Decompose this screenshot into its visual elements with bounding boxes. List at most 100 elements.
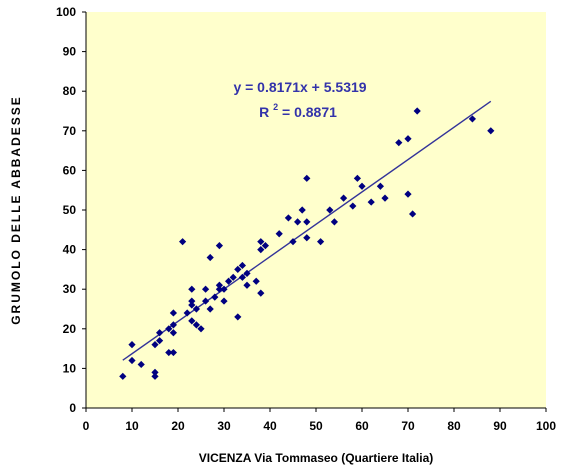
data-point [215, 242, 223, 250]
data-point [381, 194, 389, 202]
data-point [487, 127, 495, 135]
data-point [179, 238, 187, 246]
r-squared-prefix: R [259, 104, 269, 120]
y-tick-label: 60 [63, 163, 77, 177]
data-point [289, 238, 297, 246]
data-point [257, 238, 265, 246]
data-point [220, 285, 228, 293]
data-point [294, 218, 302, 226]
data-point [243, 281, 251, 289]
data-point [151, 368, 159, 376]
data-point [234, 313, 242, 321]
data-point [169, 321, 177, 329]
data-point [215, 285, 223, 293]
data-point [188, 297, 196, 305]
data-point [376, 182, 384, 190]
y-tick-label: 100 [56, 5, 76, 19]
data-point [275, 230, 283, 238]
data-point [468, 115, 476, 123]
data-point [257, 246, 265, 254]
data-point [192, 321, 200, 329]
data-point [188, 285, 196, 293]
data-point [183, 309, 191, 317]
data-point [317, 238, 325, 246]
data-point [326, 206, 334, 214]
y-tick-label: 20 [63, 322, 77, 336]
data-point [353, 174, 361, 182]
r-squared-label: R 2 = 0.8871 [259, 97, 337, 120]
trendline [122, 100, 492, 361]
data-point [169, 348, 177, 357]
data-point [261, 242, 269, 250]
data-point [238, 261, 246, 270]
data-point [128, 341, 136, 349]
x-tick-label: 80 [447, 419, 461, 433]
data-point [156, 329, 164, 337]
data-point [252, 277, 260, 285]
data-point [137, 360, 145, 369]
trendline-equation: y = 0.8171x + 5.5319 [233, 79, 366, 95]
y-tick-label: 40 [63, 243, 77, 257]
data-point [238, 273, 246, 281]
x-tick-label: 0 [83, 419, 90, 433]
data-point [234, 265, 242, 273]
data-point [284, 214, 292, 222]
data-point [303, 218, 311, 226]
r-squared-value: = 0.8871 [282, 104, 337, 120]
data-point [119, 372, 127, 380]
x-tick-label: 20 [171, 419, 185, 433]
plot-area [86, 12, 546, 408]
data-point [151, 372, 159, 380]
data-point [151, 341, 159, 349]
y-tick-label: 80 [63, 84, 77, 98]
r-squared-superscript: 2 [273, 102, 278, 112]
data-point [404, 190, 412, 198]
data-point [188, 317, 196, 325]
data-point [349, 202, 357, 210]
data-point [197, 325, 205, 333]
data-point [404, 135, 412, 143]
data-point [188, 301, 196, 309]
data-point [298, 206, 306, 214]
data-point [165, 325, 173, 333]
data-point [206, 305, 214, 313]
data-point [303, 234, 311, 242]
x-tick-label: 90 [493, 419, 507, 433]
data-point [169, 309, 177, 317]
x-axis-ticks: 0 10 20 30 40 50 60 70 80 90 100 [83, 408, 556, 433]
data-point [243, 269, 251, 277]
data-point [229, 273, 237, 281]
data-point [225, 277, 233, 285]
x-tick-label: 100 [536, 419, 556, 433]
x-tick-label: 70 [401, 419, 415, 433]
data-point [156, 337, 164, 345]
y-tick-label: 0 [69, 401, 76, 415]
data-point [202, 297, 210, 305]
data-point [330, 218, 338, 226]
data-point [192, 305, 200, 313]
y-tick-label: 30 [63, 282, 77, 296]
y-tick-label: 70 [63, 124, 77, 138]
x-axis-title: VICENZA Via Tommaseo (Quartiere Italia) [199, 451, 434, 465]
x-tick-label: 40 [263, 419, 277, 433]
data-point [409, 210, 417, 218]
data-point [340, 194, 348, 202]
data-point [303, 174, 311, 182]
y-tick-label: 90 [63, 45, 77, 59]
data-point [358, 182, 366, 190]
data-point [395, 139, 403, 147]
x-tick-label: 60 [355, 419, 369, 433]
data-point [165, 348, 173, 357]
data-point [202, 285, 210, 293]
data-point [169, 329, 177, 337]
data-point [413, 107, 421, 115]
x-tick-label: 10 [125, 419, 139, 433]
data-point [128, 356, 136, 365]
x-tick-label: 30 [217, 419, 231, 433]
data-point [211, 293, 219, 301]
data-point [215, 281, 223, 289]
data-point [206, 253, 214, 262]
data-point [257, 289, 265, 297]
data-point [367, 198, 375, 206]
